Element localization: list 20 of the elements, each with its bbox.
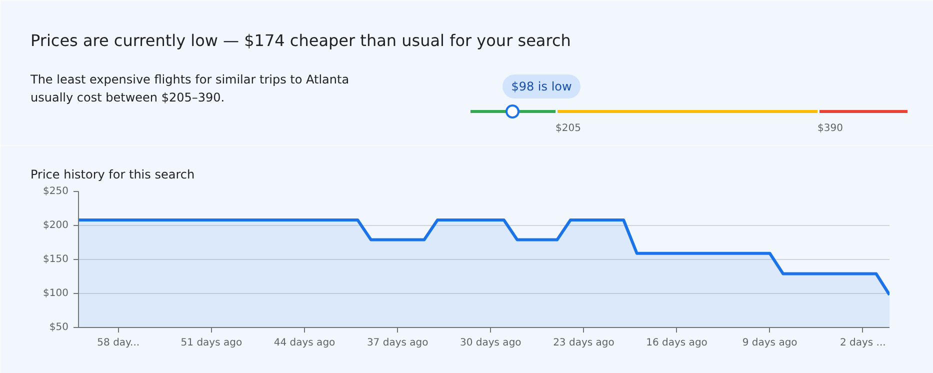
text: Prices are currently low — $174 cheaper than usual for your search <box>30 31 571 50</box>
text: $205 <box>556 123 581 134</box>
x-tick-label: 23 days ago <box>553 338 614 348</box>
text: The least expensive flights for similar trips to Atlanta usually cost between $205–390. <box>30 72 350 105</box>
text: $390 <box>818 123 843 134</box>
text: $98 is low <box>511 80 572 94</box>
x-tick-label: 44 days ago <box>274 338 336 348</box>
y-tick-label: $100 <box>43 288 69 299</box>
x-tick-label: 30 days ago <box>460 338 522 348</box>
y-tick-label: $250 <box>43 186 69 197</box>
x-tick-label: 9 days ago <box>742 338 798 348</box>
x-tick-label: 2 days ... <box>840 338 886 348</box>
y-tick-label: $50 <box>49 322 69 333</box>
x-tick-label: 16 days ago <box>646 338 708 348</box>
chart-title: Price history for this search <box>30 168 195 182</box>
x-tick-label: 58 day... <box>97 338 140 348</box>
x-tick-label: 51 days ago <box>180 338 242 348</box>
x-tick-label: 37 days ago <box>366 338 428 348</box>
y-tick-label: $150 <box>43 254 69 265</box>
y-tick-label: $200 <box>43 220 69 231</box>
